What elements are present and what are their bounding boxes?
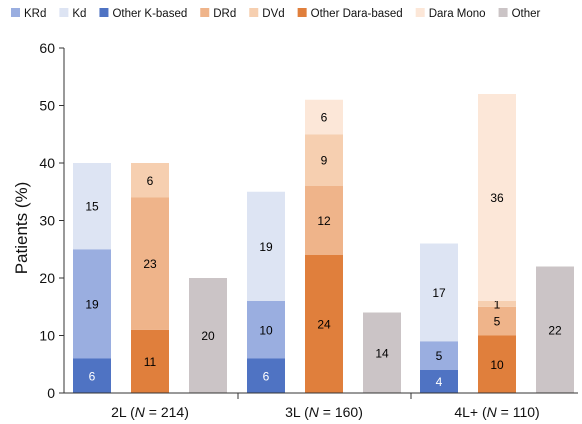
legend-item: Other	[498, 8, 541, 20]
bar-data-label: 1	[494, 297, 501, 311]
bar-segment	[189, 278, 227, 393]
legend-label: Kd	[72, 8, 86, 20]
bar-segment	[131, 163, 169, 198]
legend-swatch	[59, 8, 69, 17]
bars: 6 19 15 11 23 6 20 6 10 19 24 12 9 6 14 4 5 17 10 5 1 36 22	[73, 94, 574, 393]
legend-label: Dara Mono	[429, 8, 486, 20]
bar-segment	[305, 255, 343, 393]
bar-data-label: 23	[143, 257, 157, 271]
bar-group-3L: 6 10 19 24 12 9 6 14	[247, 99, 401, 393]
legend-swatch	[249, 8, 259, 17]
bar-data-label: 6	[321, 111, 328, 125]
bar-segment	[73, 163, 111, 250]
legend-label: KRd	[24, 8, 46, 20]
y-tick-label: 30	[39, 213, 55, 229]
bar-segment	[305, 186, 343, 255]
y-axis: 0 10 20 30 40 50 60	[39, 40, 65, 401]
bar-segment	[73, 249, 111, 359]
bar-data-label: 20	[201, 329, 215, 343]
legend-swatch	[415, 8, 425, 17]
legend-swatch	[297, 8, 307, 17]
bar-segment	[305, 134, 343, 186]
bar-segment	[73, 358, 111, 393]
bar-segment	[420, 370, 458, 393]
legend-label: Other	[512, 8, 541, 20]
legend-item: KRd	[11, 8, 46, 20]
bar-segment	[478, 301, 516, 307]
bar-segment	[247, 301, 285, 359]
bar-segment	[478, 335, 516, 393]
y-tick-label: 40	[39, 155, 55, 171]
bar-group-2L: 6 19 15 11 23 6 20	[73, 163, 227, 393]
bar-data-label: 11	[144, 355, 157, 369]
bar-data-label: 14	[375, 346, 389, 360]
legend-label: DRd	[213, 8, 236, 20]
legend-item: Other Dara-based	[297, 8, 403, 20]
legend-swatch	[11, 8, 20, 17]
legend-swatch	[498, 8, 508, 17]
bar-data-label: 19	[85, 297, 99, 311]
bar-segment	[131, 197, 169, 330]
bar-data-label: 4	[436, 375, 443, 389]
y-axis-title: Patients (%)	[12, 182, 31, 275]
y-tick-label: 20	[39, 270, 55, 286]
x-axis: 2L (N = 214) 3L (N = 160) 4L+ (N = 110)	[64, 392, 578, 420]
y-tick-label: 0	[47, 385, 55, 401]
bar-data-label: 24	[317, 318, 331, 332]
bar-data-label: 6	[147, 174, 154, 188]
legend-swatch	[99, 8, 109, 17]
bar-segment	[247, 191, 285, 301]
bar-segment	[305, 99, 343, 135]
legend-label: Other K-based	[112, 8, 187, 20]
bar-data-label: 6	[263, 369, 270, 383]
legend-label: DVd	[262, 8, 284, 20]
x-group-label: 2L (N = 214)	[111, 404, 189, 420]
bar-data-label: 15	[85, 200, 99, 214]
legend-item: Other K-based	[99, 8, 187, 20]
bar-data-label: 22	[548, 323, 562, 337]
bar-data-label: 10	[490, 358, 504, 372]
legend-item: DRd	[200, 8, 236, 20]
bar-segment	[247, 358, 285, 393]
bar-data-label: 36	[490, 191, 504, 205]
bar-data-label: 9	[321, 154, 328, 168]
legend-item: Dara Mono	[415, 8, 486, 20]
legend: KRd Kd Other K-based DRd DVd Other Dara-based…	[11, 8, 541, 20]
bar-data-label: 12	[317, 214, 331, 228]
bar-data-label: 19	[259, 240, 273, 254]
legend-swatch	[200, 8, 210, 17]
bar-segment	[131, 329, 169, 393]
bar-data-label: 5	[436, 349, 443, 363]
legend-label: Other Dara-based	[311, 8, 403, 20]
bar-segment	[420, 243, 458, 342]
legend-item: DVd	[249, 8, 285, 20]
y-tick-label: 10	[39, 328, 55, 344]
bar-data-label: 6	[89, 369, 96, 383]
bar-data-label: 5	[494, 315, 501, 329]
bar-group-4L+: 4 5 17 10 5 1 36 22	[420, 94, 574, 393]
x-group-label: 4L+ (N = 110)	[454, 404, 539, 420]
legend-item: Kd	[59, 8, 86, 20]
x-group-label: 3L (N = 160)	[285, 404, 363, 420]
bar-segment	[478, 94, 516, 301]
bar-data-label: 17	[432, 286, 446, 300]
bar-data-label: 10	[259, 323, 273, 337]
bar-segment	[363, 312, 401, 393]
y-tick-label: 60	[39, 40, 55, 56]
bar-segment	[536, 266, 574, 393]
bar-segment	[478, 306, 516, 336]
y-tick-label: 50	[39, 98, 55, 114]
bar-segment	[420, 341, 458, 370]
